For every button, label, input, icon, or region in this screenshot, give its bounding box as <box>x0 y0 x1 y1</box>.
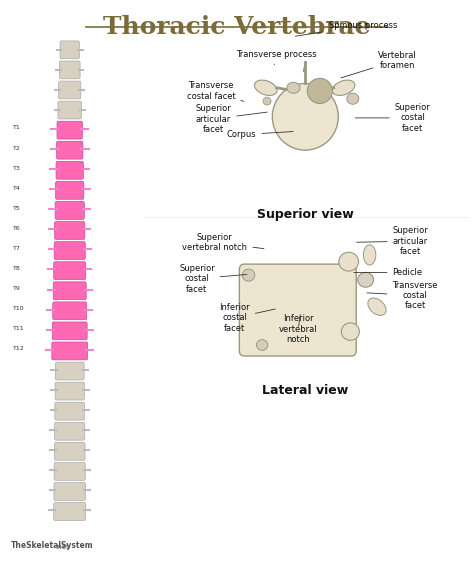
FancyBboxPatch shape <box>52 342 88 360</box>
Text: Transverse
costal
facet: Transverse costal facet <box>367 280 438 310</box>
Ellipse shape <box>368 298 386 315</box>
FancyBboxPatch shape <box>55 181 84 199</box>
Ellipse shape <box>358 272 374 287</box>
Ellipse shape <box>347 93 359 104</box>
Text: T10: T10 <box>13 306 25 311</box>
Text: T1: T1 <box>13 126 21 131</box>
FancyBboxPatch shape <box>55 222 85 239</box>
FancyBboxPatch shape <box>55 443 85 460</box>
FancyBboxPatch shape <box>53 302 87 320</box>
Text: T11: T11 <box>13 326 25 331</box>
Ellipse shape <box>332 80 355 96</box>
Text: T9: T9 <box>13 286 21 291</box>
FancyBboxPatch shape <box>55 362 84 380</box>
Text: Superior
vertebral notch: Superior vertebral notch <box>182 233 264 252</box>
Ellipse shape <box>255 80 277 96</box>
Text: Transverse
costal facet: Transverse costal facet <box>187 81 244 101</box>
Polygon shape <box>303 62 306 72</box>
FancyBboxPatch shape <box>60 41 79 59</box>
FancyBboxPatch shape <box>55 202 84 220</box>
Text: Superior view: Superior view <box>257 208 354 221</box>
Text: Transverse process: Transverse process <box>236 50 317 65</box>
FancyBboxPatch shape <box>55 422 85 440</box>
Text: Superior
costal
facet: Superior costal facet <box>179 264 247 293</box>
Text: Superior
articular
facet: Superior articular facet <box>356 226 428 256</box>
Ellipse shape <box>287 82 300 93</box>
Ellipse shape <box>256 339 268 350</box>
Text: T4: T4 <box>13 186 21 191</box>
Ellipse shape <box>273 83 338 150</box>
FancyBboxPatch shape <box>54 482 85 501</box>
Text: T5: T5 <box>13 205 21 211</box>
FancyBboxPatch shape <box>55 403 84 420</box>
Text: Corpus: Corpus <box>227 130 293 139</box>
FancyBboxPatch shape <box>56 141 83 159</box>
Text: T2: T2 <box>13 145 21 150</box>
Ellipse shape <box>339 252 358 271</box>
FancyBboxPatch shape <box>57 121 82 139</box>
Text: Superior
costal
facet: Superior costal facet <box>355 103 430 133</box>
Ellipse shape <box>307 78 332 104</box>
Text: T8: T8 <box>13 266 21 271</box>
FancyBboxPatch shape <box>53 282 86 300</box>
Ellipse shape <box>341 323 359 340</box>
Text: T6: T6 <box>13 226 21 231</box>
Text: T7: T7 <box>13 246 21 251</box>
FancyBboxPatch shape <box>54 462 85 480</box>
Text: T12: T12 <box>13 346 25 351</box>
FancyBboxPatch shape <box>239 264 356 356</box>
Text: Superior
articular
facet: Superior articular facet <box>196 104 267 134</box>
FancyBboxPatch shape <box>54 503 86 520</box>
Ellipse shape <box>364 245 376 265</box>
Text: T3: T3 <box>13 166 21 171</box>
FancyBboxPatch shape <box>56 162 83 179</box>
FancyBboxPatch shape <box>55 382 84 400</box>
FancyBboxPatch shape <box>52 322 87 340</box>
Text: Lateral view: Lateral view <box>262 384 348 397</box>
Text: .net: .net <box>55 544 69 551</box>
FancyBboxPatch shape <box>59 81 81 99</box>
Ellipse shape <box>242 269 255 281</box>
Text: Vertebral
foramen: Vertebral foramen <box>341 51 417 78</box>
Text: TheSkeletalSystem: TheSkeletalSystem <box>11 542 93 551</box>
Text: Thoracic Vertebrae: Thoracic Vertebrae <box>103 15 371 39</box>
FancyBboxPatch shape <box>54 242 85 260</box>
Text: Spinous process: Spinous process <box>295 21 397 36</box>
Text: Inferior
costal
facet: Inferior costal facet <box>219 303 275 333</box>
FancyBboxPatch shape <box>59 61 80 79</box>
FancyBboxPatch shape <box>54 262 86 280</box>
Text: Pedicle: Pedicle <box>354 268 423 277</box>
FancyBboxPatch shape <box>58 101 82 119</box>
Ellipse shape <box>263 97 271 105</box>
Text: Inferior
vertebral
notch: Inferior vertebral notch <box>279 314 318 344</box>
